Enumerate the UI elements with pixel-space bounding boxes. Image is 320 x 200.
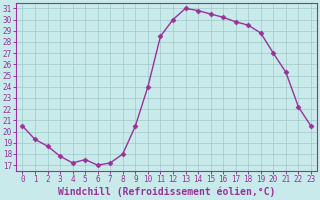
X-axis label: Windchill (Refroidissement éolien,°C): Windchill (Refroidissement éolien,°C)	[58, 187, 276, 197]
